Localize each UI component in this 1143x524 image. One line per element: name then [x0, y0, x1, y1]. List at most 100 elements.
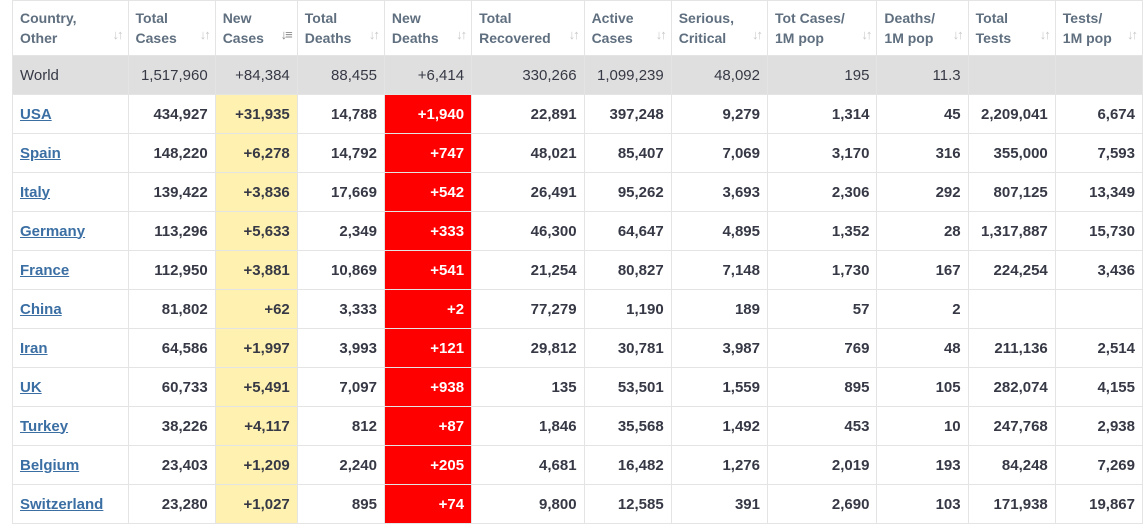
sort-icon[interactable]: ↓↑: [568, 27, 580, 42]
sort-icon[interactable]: ↓↑: [199, 27, 211, 42]
cell-total-cases: 434,927: [127, 94, 216, 134]
country-link[interactable]: Italy: [20, 183, 51, 201]
cell-tests-per-1m: 3,436: [1054, 250, 1143, 290]
cell-cases-per-1m: 2,306: [766, 172, 878, 212]
cell-active-cases: 30,781: [583, 328, 672, 368]
column-header-label-line1: Deaths/: [884, 10, 935, 26]
sort-icon[interactable]: ↓↑: [952, 27, 964, 42]
column-header-label-line2: Tests: [975, 30, 1012, 46]
cell-tests-per-1m: [1054, 55, 1143, 95]
cell-total-tests: 1,317,887: [967, 211, 1056, 251]
cell-total-tests: 2,209,041: [967, 94, 1056, 134]
country-link[interactable]: USA: [20, 105, 52, 123]
country-link[interactable]: Belgium: [20, 456, 80, 474]
country-link[interactable]: Turkey: [20, 417, 69, 435]
column-header-total-recovered[interactable]: Total Recovered ↓↑: [471, 0, 585, 56]
column-header-total-cases[interactable]: Total Cases ↓↑: [127, 0, 216, 56]
cell-new-deaths: +121: [383, 328, 473, 368]
cell-active-cases: 1,190: [583, 289, 672, 329]
table-row: Italy 139,422 +3,836 17,669 +542 26,491 95,262…: [12, 172, 1143, 212]
cell-total-tests: 807,125: [967, 172, 1056, 212]
cell-serious-critical: 4,895: [670, 211, 768, 251]
cell-deaths-per-1m: 292: [876, 172, 969, 212]
sort-icon[interactable]: ↓↑: [368, 27, 380, 42]
country-link[interactable]: Iran: [20, 339, 48, 357]
sort-icon[interactable]: ↓↑: [1039, 27, 1051, 42]
column-header-label-line1: New: [391, 10, 421, 26]
column-header-new-deaths[interactable]: New Deaths ↓↑: [383, 0, 473, 56]
column-header-label-line1: Total: [304, 10, 338, 26]
cell-new-deaths: +938: [383, 367, 473, 407]
column-header-new-cases[interactable]: New Cases ↓≡: [214, 0, 298, 56]
cell-country: Italy: [12, 172, 129, 212]
cell-new-cases: +4,117: [214, 406, 298, 446]
cell-active-cases: 16,482: [583, 445, 672, 485]
cell-country: Iran: [12, 328, 129, 368]
column-header-label: Country, Other: [20, 8, 122, 48]
column-header-cases-per-1m[interactable]: Tot Cases/1M pop ↓↑: [766, 0, 878, 56]
sort-icon[interactable]: ↓↑: [112, 27, 124, 42]
cell-tests-per-1m: 2,938: [1054, 406, 1143, 446]
sort-active-icon[interactable]: ↓≡: [280, 27, 293, 42]
column-header-tests-per-1m[interactable]: Tests/1M pop ↓↑: [1054, 0, 1143, 56]
cell-total-cases: 112,950: [127, 250, 216, 290]
cell-new-cases: +31,935: [214, 94, 298, 134]
cell-serious-critical: 48,092: [670, 55, 768, 95]
cell-total-tests: 224,254: [967, 250, 1056, 290]
country-link[interactable]: Germany: [20, 222, 86, 240]
cell-deaths-per-1m: 10: [876, 406, 969, 446]
country-link[interactable]: UK: [20, 378, 42, 396]
column-header-country[interactable]: Country, Other ↓↑: [12, 0, 129, 56]
column-header-label-line1: Serious,: [678, 10, 734, 26]
table-row: Turkey 38,226 +4,117 812 +87 1,846 35,568 1,492…: [12, 406, 1143, 446]
cell-cases-per-1m: 3,170: [766, 133, 878, 173]
cell-total-cases: 139,422: [127, 172, 216, 212]
table-row: Iran 64,586 +1,997 3,993 +121 29,812 30,781 3,9…: [12, 328, 1143, 368]
cell-cases-per-1m: 195: [766, 55, 878, 95]
column-header-label: Total Deaths: [305, 8, 378, 48]
cell-deaths-per-1m: 28: [876, 211, 969, 251]
sort-icon[interactable]: ↓↑: [456, 27, 467, 42]
cell-new-cases: +1,209: [214, 445, 298, 485]
column-header-deaths-per-1m[interactable]: Deaths/1M pop ↓↑: [876, 0, 969, 56]
cell-serious-critical: 3,987: [670, 328, 768, 368]
cell-deaths-per-1m: 316: [876, 133, 969, 173]
column-header-label: Total Cases: [136, 8, 209, 48]
cell-active-cases: 85,407: [583, 133, 672, 173]
cell-new-cases: +1,997: [214, 328, 298, 368]
cell-deaths-per-1m: 11.3: [876, 55, 969, 95]
cell-total-tests: 247,768: [967, 406, 1056, 446]
cell-total-deaths: 14,792: [296, 133, 385, 173]
cell-active-cases: 397,248: [583, 94, 672, 134]
cell-total-recovered: 4,681: [471, 445, 585, 485]
column-header-serious-critical[interactable]: Serious, Critical ↓↑: [670, 0, 768, 56]
cell-new-cases: +1,027: [214, 484, 298, 524]
column-header-label-line2: Recovered: [479, 30, 551, 46]
cell-tests-per-1m: 7,593: [1054, 133, 1143, 173]
column-header-label: New Cases: [223, 8, 291, 48]
column-header-label-line2: Cases: [135, 30, 177, 46]
cell-serious-critical: 7,148: [670, 250, 768, 290]
column-header-label-line2: Deaths: [304, 30, 352, 46]
column-header-active-cases[interactable]: Active Cases ↓↑: [583, 0, 672, 56]
cell-new-cases: +5,633: [214, 211, 298, 251]
cell-total-deaths: 3,993: [296, 328, 385, 368]
sort-icon[interactable]: ↓↑: [861, 27, 872, 42]
sort-icon[interactable]: ↓↑: [751, 27, 763, 42]
cell-total-recovered: 77,279: [471, 289, 585, 329]
country-link[interactable]: Spain: [20, 144, 61, 162]
column-header-total-deaths[interactable]: Total Deaths ↓↑: [296, 0, 385, 56]
cell-total-cases: 38,226: [127, 406, 216, 446]
column-header-total-tests[interactable]: Total Tests ↓↑: [967, 0, 1056, 56]
cell-active-cases: 80,827: [583, 250, 672, 290]
cell-total-deaths: 7,097: [296, 367, 385, 407]
country-link[interactable]: France: [20, 261, 70, 279]
sort-icon[interactable]: ↓↑: [1127, 27, 1138, 42]
sort-icon[interactable]: ↓↑: [655, 27, 667, 42]
country-link[interactable]: China: [20, 300, 62, 318]
column-header-label: Deaths/1M pop: [884, 8, 961, 48]
cell-total-deaths: 10,869: [296, 250, 385, 290]
column-header-label-line2: Cases: [222, 30, 264, 46]
country-link[interactable]: Switzerland: [20, 495, 104, 513]
column-header-label-line2: Other: [20, 30, 58, 46]
